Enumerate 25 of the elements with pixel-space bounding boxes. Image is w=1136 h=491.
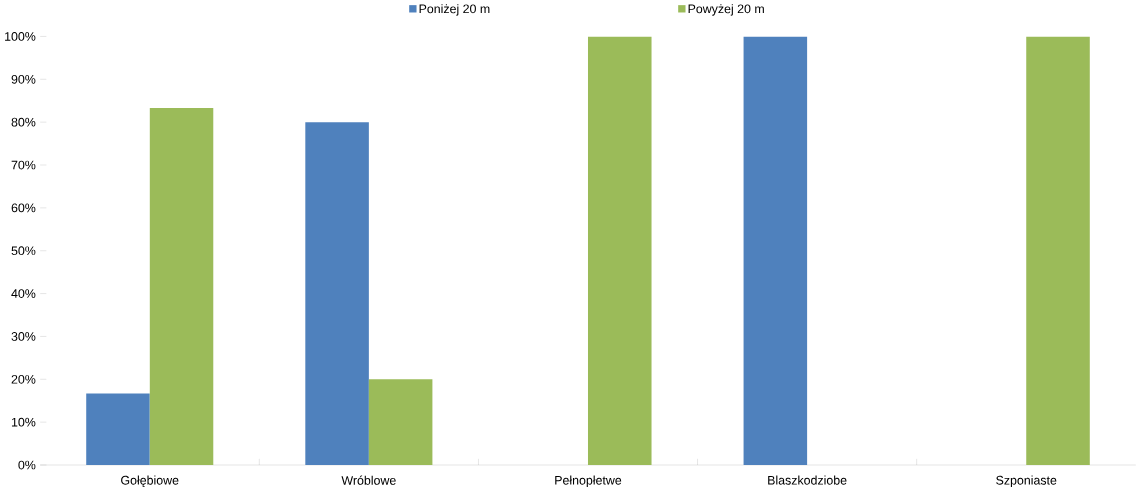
legend-label: Powyżej 20 m bbox=[688, 4, 764, 16]
y-tick-label: 70% bbox=[11, 160, 36, 170]
bar bbox=[743, 36, 808, 465]
x-tick-label: Gołębiowe bbox=[121, 475, 179, 487]
x-tick-label: Blaszkodziobe bbox=[768, 475, 847, 485]
y-tick-label: 20% bbox=[11, 374, 36, 384]
y-tick-label: 80% bbox=[11, 117, 36, 127]
bar bbox=[1026, 36, 1090, 465]
bar bbox=[86, 393, 150, 465]
y-tick-label: 0% bbox=[18, 460, 36, 470]
y-tick-label: 90% bbox=[11, 74, 36, 84]
x-tick-label: Pełnopłetwe bbox=[555, 475, 622, 487]
y-tick-label: 40% bbox=[11, 289, 36, 298]
y-tick-label: 100% bbox=[5, 31, 36, 41]
bar bbox=[305, 122, 369, 465]
y-tick-label: 10% bbox=[11, 417, 36, 427]
x-tick-label: Szponiaste bbox=[996, 475, 1057, 487]
y-tick-label: 30% bbox=[11, 331, 36, 341]
y-tick-label: 50% bbox=[11, 246, 36, 255]
bar bbox=[149, 107, 214, 465]
y-tick-label: 60% bbox=[11, 203, 36, 213]
x-tick-label: Wróblowe bbox=[341, 475, 396, 485]
legend-label: Poniżej 20 m bbox=[419, 4, 490, 16]
bar bbox=[587, 36, 652, 465]
bar bbox=[368, 379, 433, 465]
